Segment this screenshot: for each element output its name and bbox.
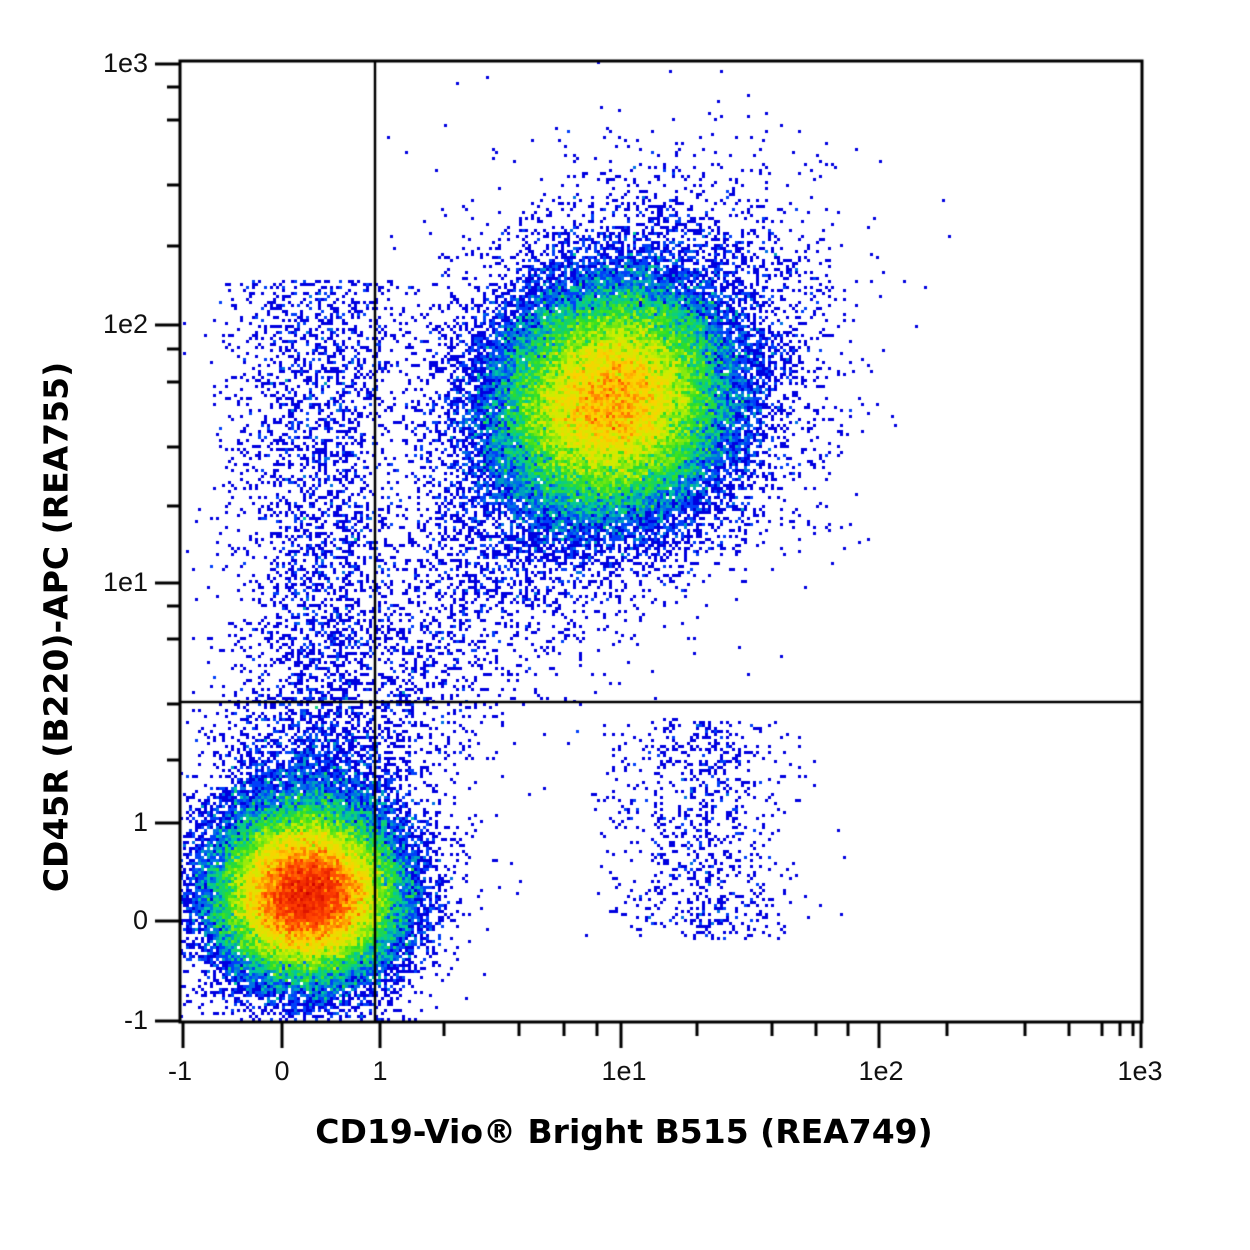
- y-axis-title: CD45R (B220)-APC (REA755): [36, 361, 76, 893]
- y-tick-0: 0: [132, 905, 148, 935]
- x-tick-minus-1: -1: [167, 1056, 192, 1086]
- x-tick-0: 0: [274, 1056, 290, 1086]
- x-tick-1e2: 1e2: [858, 1056, 904, 1086]
- x-tick-1e1: 1e1: [601, 1056, 647, 1086]
- x-axis-title: CD19-Vio® Bright B515 (REA749): [315, 1112, 933, 1151]
- y-tick-minus-1: -1: [123, 1005, 148, 1035]
- y-tick-1e1: 1e1: [102, 567, 148, 597]
- y-tick-1e2: 1e2: [102, 309, 148, 339]
- y-tick-1: 1: [132, 807, 148, 837]
- y-tick-1e3: 1e3: [102, 48, 148, 78]
- x-tick-1e3: 1e3: [1117, 1056, 1163, 1086]
- x-tick-1: 1: [372, 1056, 388, 1086]
